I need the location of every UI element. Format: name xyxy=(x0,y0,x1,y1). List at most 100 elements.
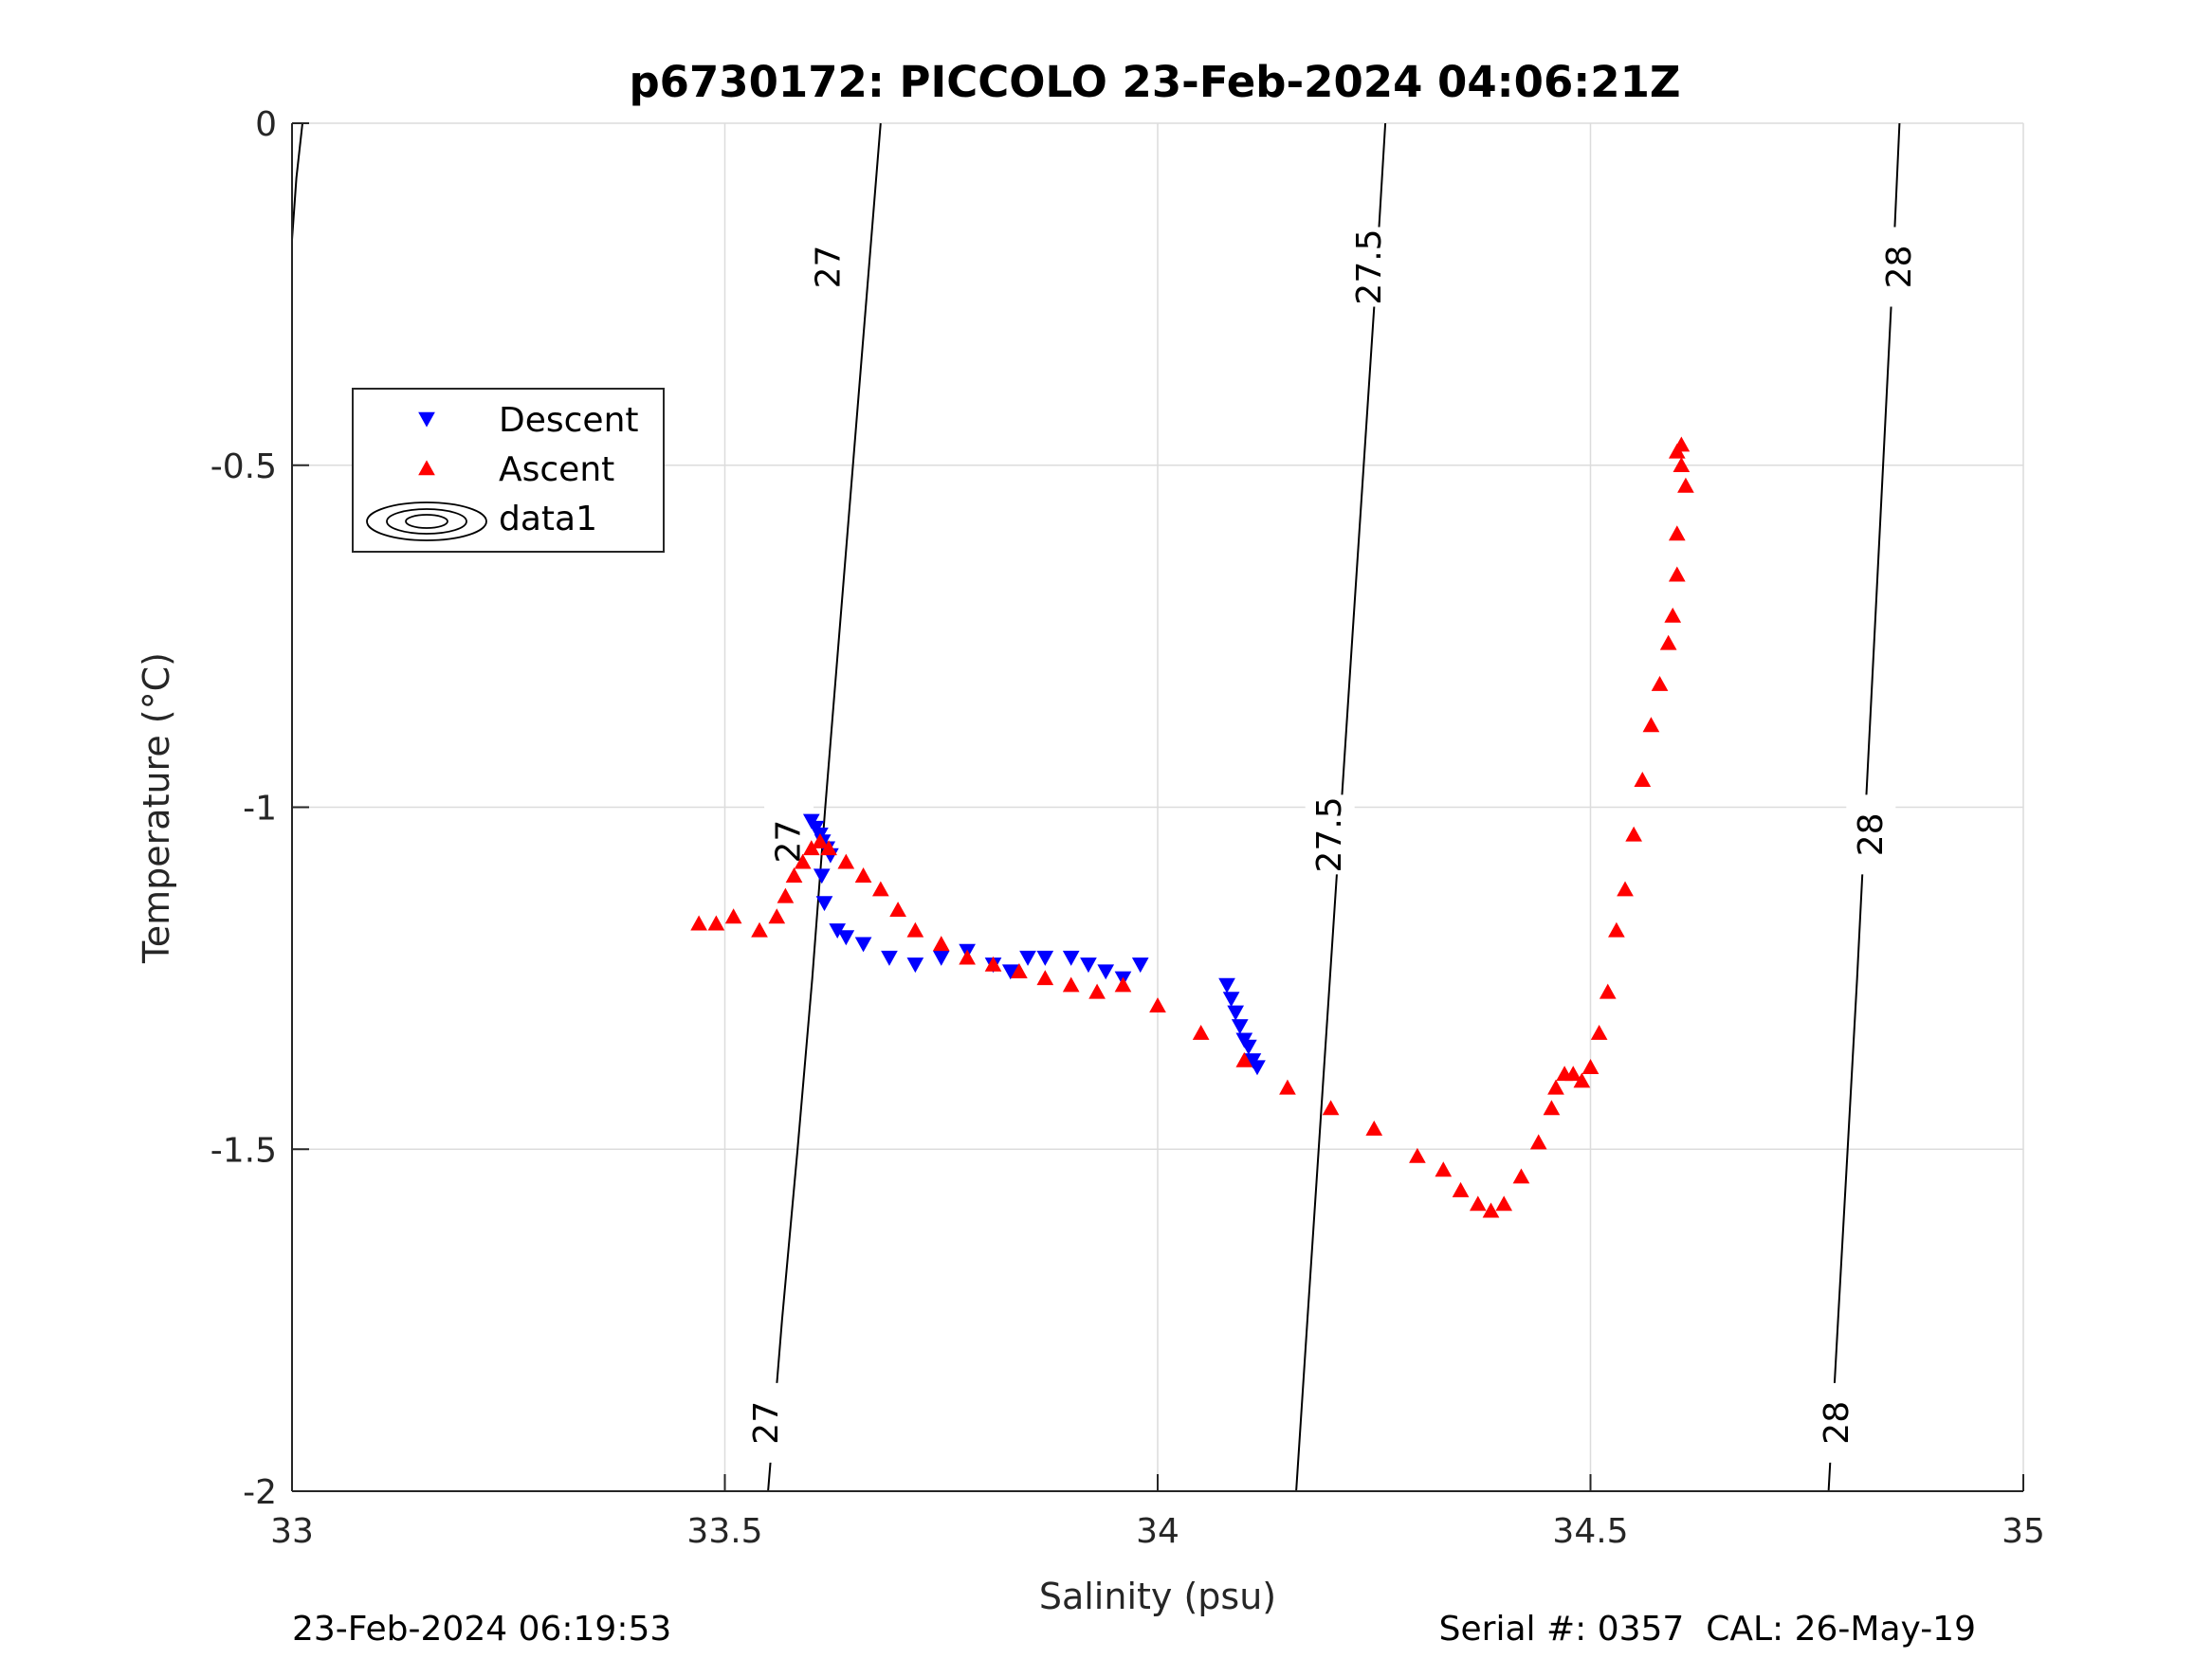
ascent-point xyxy=(871,881,889,897)
legend-label: Descent xyxy=(499,401,639,440)
ascent-point xyxy=(1452,1181,1470,1197)
contour-label: 27 xyxy=(747,1401,786,1445)
ascent-point xyxy=(1547,1079,1564,1095)
descent-point xyxy=(1231,1019,1249,1035)
ascent-point xyxy=(1664,607,1682,623)
x-tick-label: 33 xyxy=(270,1512,314,1551)
legend-box xyxy=(352,388,665,553)
contour-label-bg xyxy=(804,227,854,307)
ascent-point xyxy=(1495,1195,1513,1212)
contour-label-bg xyxy=(741,1382,792,1463)
ascent-point xyxy=(1409,1147,1426,1163)
ascent-point xyxy=(959,949,976,965)
descent-point xyxy=(837,930,855,946)
data-points xyxy=(690,436,1694,1218)
descent-point xyxy=(906,957,924,974)
ascent-point xyxy=(1543,1100,1561,1116)
descent-point xyxy=(813,868,831,884)
ascent-point xyxy=(1608,921,1625,938)
ascent-point xyxy=(777,887,795,903)
footer-serial-cal: Serial #: 0357 CAL: 26-May-19 xyxy=(1438,1610,1976,1649)
descent-point xyxy=(854,937,872,953)
legend-label: Ascent xyxy=(499,450,614,489)
descent-point xyxy=(1062,950,1080,966)
ascent-point xyxy=(1677,477,1694,493)
ascent-point xyxy=(1668,566,1686,582)
x-tick-label: 33.5 xyxy=(686,1512,762,1551)
legend-contour-ring xyxy=(405,514,448,529)
ascent-point xyxy=(837,853,855,869)
descent-point xyxy=(932,950,950,966)
contour-label: 27 xyxy=(810,246,849,289)
ascent-point xyxy=(1235,1051,1253,1067)
descent-point xyxy=(881,950,898,966)
ascent-point xyxy=(1590,1024,1608,1040)
ascent-point xyxy=(984,956,1002,972)
y-tick-label: -0.5 xyxy=(210,447,277,486)
legend: Descent Ascent data1 xyxy=(352,388,665,553)
ascent-point xyxy=(1469,1195,1487,1212)
ascent-point xyxy=(1114,976,1132,993)
ascent-point xyxy=(768,908,786,924)
descent-point xyxy=(1227,1005,1245,1021)
contour-label-bg xyxy=(1812,1382,1862,1463)
ascent-point xyxy=(1673,436,1691,452)
descent-point xyxy=(1001,964,1019,980)
contour-line xyxy=(291,122,303,240)
legend-contour-ring xyxy=(386,508,467,535)
descent-point xyxy=(1019,950,1036,966)
ascent-point xyxy=(1564,1066,1582,1082)
descent-point xyxy=(1080,957,1097,974)
contour-label-bg xyxy=(1344,227,1395,307)
ascent-point xyxy=(854,867,872,883)
ascent-point xyxy=(1279,1079,1296,1095)
contour-label-bg xyxy=(1305,794,1355,875)
contour-label: 28 xyxy=(1852,812,1891,856)
ascent-point xyxy=(932,936,950,952)
legend-contour-icon xyxy=(366,501,487,541)
ascent-point xyxy=(1668,525,1686,541)
descent-point xyxy=(815,896,833,912)
ascent-point xyxy=(751,921,768,938)
descent-point xyxy=(1036,950,1054,966)
x-tick-label: 35 xyxy=(2002,1512,2045,1551)
ascent-point xyxy=(1062,976,1080,993)
chart-title: p6730172: PICCOLO 23-Feb-2024 04:06:21Z xyxy=(629,57,1680,107)
ascent-point xyxy=(724,908,742,924)
y-axis-label: Temperature (°C) xyxy=(136,652,177,964)
legend-label: data1 xyxy=(499,500,597,538)
legend-marker-ascent xyxy=(418,460,435,476)
y-tick-label: 0 xyxy=(255,105,277,144)
ascent-point xyxy=(820,840,837,856)
y-tick-label: -1.5 xyxy=(210,1131,277,1170)
descent-point xyxy=(1131,957,1149,974)
ascent-point xyxy=(1365,1120,1383,1136)
ascent-point xyxy=(1036,970,1054,986)
contour-label-bg xyxy=(1874,227,1925,307)
ascent-point xyxy=(1512,1168,1530,1184)
contour-label: 27.5 xyxy=(1310,796,1349,872)
ascent-point xyxy=(1642,717,1660,733)
descent-point xyxy=(1249,1060,1266,1076)
ascent-point xyxy=(906,921,924,938)
ascent-point xyxy=(1599,983,1617,999)
ascent-point xyxy=(785,867,803,883)
ascent-point xyxy=(1322,1100,1340,1116)
x-tick-label: 34 xyxy=(1136,1512,1179,1551)
ascent-point xyxy=(1435,1161,1453,1177)
x-tick-label: 34.5 xyxy=(1552,1512,1628,1551)
ascent-point xyxy=(707,915,725,931)
contour-label: 28 xyxy=(1818,1401,1856,1445)
ascent-point xyxy=(1482,1202,1500,1218)
ascent-point xyxy=(1651,676,1669,691)
ascent-point xyxy=(1011,963,1028,978)
x-axis-label: Salinity (psu) xyxy=(1039,1576,1276,1617)
ascent-point xyxy=(1625,826,1642,842)
ascent-point xyxy=(690,915,707,931)
descent-point xyxy=(1097,964,1115,980)
ascent-point xyxy=(1673,457,1691,473)
contour-label-bg xyxy=(1846,794,1896,875)
descent-point xyxy=(1218,977,1235,994)
descent-point xyxy=(1222,992,1240,1008)
